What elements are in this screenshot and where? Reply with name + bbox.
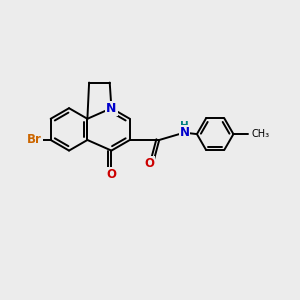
Text: O: O: [106, 168, 116, 181]
Text: N: N: [180, 125, 190, 139]
Text: O: O: [144, 157, 154, 170]
Text: Br: Br: [27, 134, 42, 146]
Text: H: H: [181, 121, 189, 131]
Text: CH₃: CH₃: [251, 129, 269, 139]
Text: N: N: [106, 102, 117, 115]
